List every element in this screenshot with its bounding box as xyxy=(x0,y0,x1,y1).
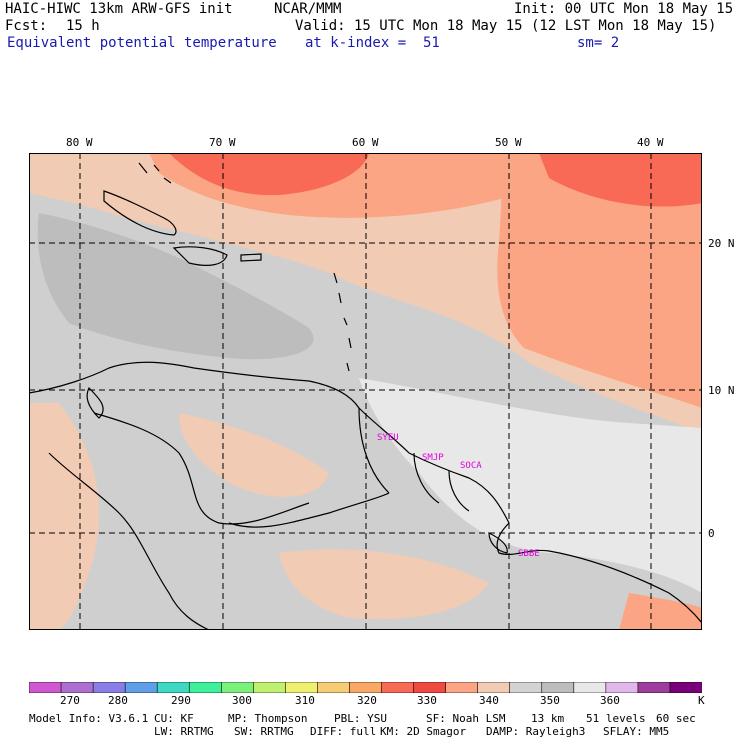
colorbar-swatch xyxy=(573,682,607,693)
colorbar-swatch xyxy=(605,682,639,693)
footer-sw: SW: RRTMG xyxy=(234,725,294,738)
dark-zone-caribbean xyxy=(37,213,314,360)
lesser-antilles xyxy=(333,272,352,372)
colorbar-label-340: 340 xyxy=(479,694,499,707)
puerto-rico-coast xyxy=(240,253,262,262)
footer-sf: SF: Noah LSM xyxy=(426,712,506,725)
colorbar-swatch xyxy=(92,682,126,693)
tan-zone-south xyxy=(279,549,489,620)
colorbar-label-320: 320 xyxy=(357,694,377,707)
lon-label-80w: 80 W xyxy=(66,136,93,149)
colorbar-swatch xyxy=(445,682,479,693)
footer-mp: MP: Thompson xyxy=(228,712,308,725)
colorbar-label-330: 330 xyxy=(417,694,437,707)
lake-maracaibo xyxy=(86,386,104,419)
red-zone-north xyxy=(169,153,369,196)
borders-venezuela xyxy=(93,412,310,525)
colorbar-swatch xyxy=(253,682,287,693)
colorbar-swatch xyxy=(637,682,671,693)
colorbar-swatch xyxy=(669,682,702,693)
station-smjp: SMJP xyxy=(422,453,444,463)
lat-label-equator: 0 xyxy=(708,527,715,540)
theta-e-map: SYEU SMJP SOCA SBBE xyxy=(29,153,702,630)
footer-levels: 51 levels xyxy=(586,712,646,725)
salmon-zone-southeast xyxy=(619,593,702,630)
footer-sflay: SFLAY: MM5 xyxy=(603,725,670,738)
colorbar-swatch xyxy=(413,682,447,693)
org-label: NCAR/MMM xyxy=(274,1,342,17)
colorbar-swatch xyxy=(509,682,543,693)
level-info: at k-index = 51 xyxy=(305,35,440,51)
lon-label-60w: 60 W xyxy=(352,136,379,149)
hispaniola-coast xyxy=(172,246,228,266)
colorbar-label-360: 360 xyxy=(600,694,620,707)
station-sbbe: SBBE xyxy=(518,549,540,559)
lat-label-10n: 10 N xyxy=(708,384,735,397)
lon-label-70w: 70 W xyxy=(209,136,236,149)
smoothing-info: sm= 2 xyxy=(577,35,620,51)
borders-colombia xyxy=(48,452,210,630)
borders-brazil xyxy=(228,492,390,528)
footer-resolution: 13 km xyxy=(531,712,565,725)
map-frame xyxy=(29,153,702,630)
colorbar-label-300: 300 xyxy=(232,694,252,707)
footer-model-info: Model Info: V3.6.1 xyxy=(29,712,149,725)
footer-diff: DIFF: full xyxy=(310,725,377,738)
lon-label-50w: 50 W xyxy=(495,136,522,149)
borders-guianas xyxy=(358,407,470,512)
colorbar-unit: K xyxy=(698,694,705,707)
south-america-coast xyxy=(29,361,702,624)
colorbar-swatch xyxy=(188,682,223,693)
light-zone-atlantic xyxy=(359,378,702,593)
footer-damp: DAMP: Rayleigh3 xyxy=(486,725,586,738)
field-name: Equivalent potential temperature xyxy=(7,35,277,51)
footer-pbl: PBL: YSU xyxy=(334,712,387,725)
colorbar-swatch xyxy=(29,682,62,693)
footer-timestep: 60 sec xyxy=(656,712,696,725)
colorbar-swatch xyxy=(541,682,575,693)
coastlines xyxy=(29,162,702,630)
colorbar-swatch xyxy=(285,682,319,693)
tan-zone-andes xyxy=(29,403,99,630)
colorbar-swatch xyxy=(381,682,415,693)
colorbar-label-280: 280 xyxy=(108,694,128,707)
colorbar-swatch xyxy=(60,682,94,693)
colorbar-swatch xyxy=(220,682,255,693)
cuba-coast xyxy=(103,190,177,236)
colorbar-label-350: 350 xyxy=(540,694,560,707)
bahamas-coast xyxy=(138,162,172,184)
footer-cu: CU: KF xyxy=(154,712,194,725)
tan-zone-venezuela xyxy=(179,413,329,497)
lat-label-20n: 20 N xyxy=(708,237,735,250)
colorbar-label-290: 290 xyxy=(171,694,191,707)
station-labels: SYEU SMJP SOCA SBBE xyxy=(377,433,540,559)
footer-km: KM: 2D Smagor xyxy=(380,725,467,738)
colorbar-swatch xyxy=(349,682,383,693)
lon-label-40w: 40 W xyxy=(637,136,664,149)
colorbar-swatch xyxy=(477,682,511,693)
colorbar-swatch xyxy=(156,682,191,693)
init-time: Init: 00 UTC Mon 18 May 15 xyxy=(514,1,734,17)
colorbar-label-270: 270 xyxy=(60,694,80,707)
forecast-label: Fcst: xyxy=(5,18,48,34)
colorbar-swatch xyxy=(317,682,351,693)
red-zone-northeast xyxy=(539,153,702,207)
valid-time: Valid: 15 UTC Mon 18 May 15 (12 LST Mon … xyxy=(295,18,717,34)
amazon-delta xyxy=(488,532,508,554)
colorbar-label-310: 310 xyxy=(295,694,315,707)
model-title: HAIC-HIWC 13km ARW-GFS init xyxy=(5,1,233,17)
colorbar-swatch xyxy=(124,682,158,693)
forecast-hour: 15 h xyxy=(66,18,100,34)
station-soca: SOCA xyxy=(460,461,482,471)
footer-lw: LW: RRTMG xyxy=(154,725,214,738)
graticule xyxy=(29,153,702,630)
station-syeu: SYEU xyxy=(377,433,399,443)
colorbar xyxy=(29,682,702,693)
